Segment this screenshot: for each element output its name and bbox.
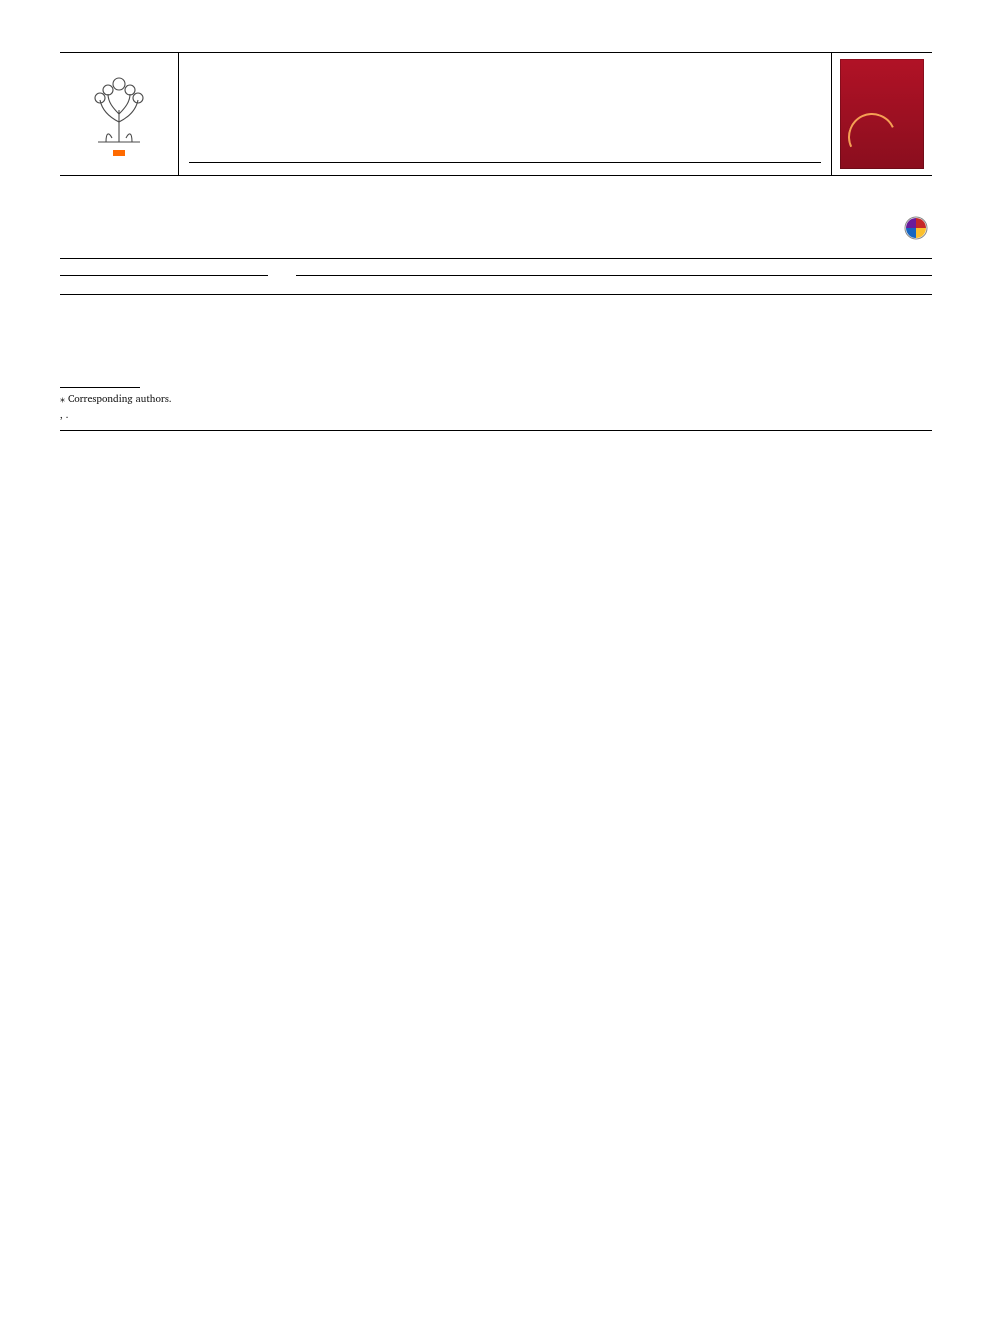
publisher-wordmark [113, 150, 125, 156]
crossmark-icon [904, 216, 928, 240]
homepage-bar [189, 162, 821, 175]
abstract-col [296, 273, 932, 284]
masthead-right [832, 53, 932, 175]
rule [60, 430, 932, 431]
publisher-logo-block [60, 53, 178, 175]
rule [60, 275, 268, 276]
rule [60, 258, 932, 259]
cover-swirl-icon [841, 106, 903, 168]
asterisk-icon: ⁎ [60, 394, 65, 405]
email-line: , . [60, 408, 932, 423]
rule [296, 275, 932, 276]
article-info-col [60, 273, 268, 284]
crossmark-badge[interactable] [904, 216, 932, 240]
masthead-center [178, 53, 832, 175]
corresponding-note: ⁎ Corresponding authors. [60, 392, 932, 408]
rule [60, 294, 932, 295]
elsevier-tree-icon [84, 72, 154, 146]
rule [60, 387, 140, 388]
journal-cover-thumb [840, 59, 924, 169]
page-footer: ⁎ Corresponding authors. , . [60, 387, 932, 431]
article-title [60, 216, 884, 240]
masthead [60, 52, 932, 176]
body-columns [60, 345, 932, 351]
